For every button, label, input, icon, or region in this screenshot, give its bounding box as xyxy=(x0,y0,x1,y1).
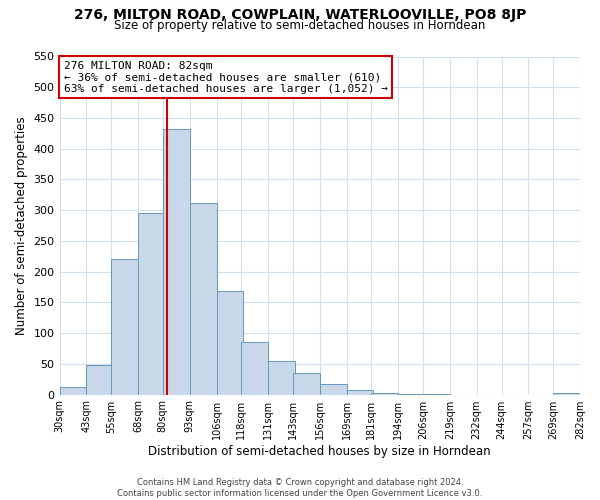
Text: Size of property relative to semi-detached houses in Horndean: Size of property relative to semi-detach… xyxy=(115,19,485,32)
Bar xyxy=(163,129,190,394)
Bar xyxy=(320,384,347,394)
Bar xyxy=(268,361,295,394)
Bar xyxy=(59,386,86,394)
Text: 276, MILTON ROAD, COWPLAIN, WATERLOOVILLE, PO8 8JP: 276, MILTON ROAD, COWPLAIN, WATERLOOVILL… xyxy=(74,8,526,22)
Text: 276 MILTON ROAD: 82sqm
← 36% of semi-detached houses are smaller (610)
63% of se: 276 MILTON ROAD: 82sqm ← 36% of semi-det… xyxy=(64,60,388,94)
Bar xyxy=(293,373,320,394)
Text: Contains HM Land Registry data © Crown copyright and database right 2024.
Contai: Contains HM Land Registry data © Crown c… xyxy=(118,478,482,498)
Bar xyxy=(190,203,217,394)
Bar xyxy=(347,390,373,394)
Y-axis label: Number of semi-detached properties: Number of semi-detached properties xyxy=(15,116,28,335)
Bar xyxy=(111,260,138,394)
Bar xyxy=(241,342,268,394)
Bar xyxy=(138,213,165,394)
Bar xyxy=(86,365,113,394)
X-axis label: Distribution of semi-detached houses by size in Horndean: Distribution of semi-detached houses by … xyxy=(148,444,491,458)
Bar xyxy=(217,292,244,395)
